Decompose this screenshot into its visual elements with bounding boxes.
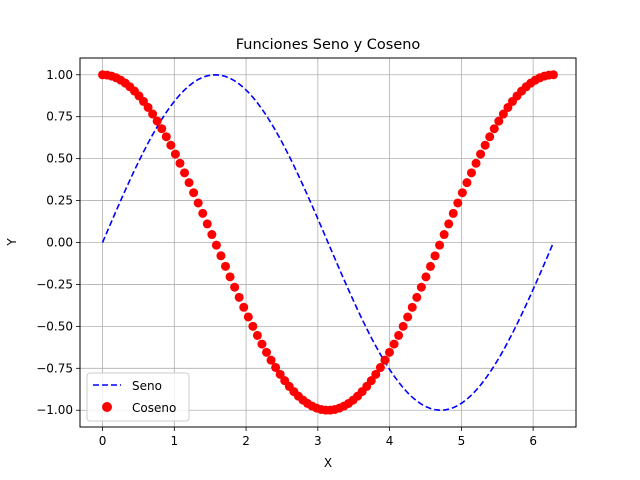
coseno-point bbox=[439, 230, 449, 240]
y-tick-label: −0.75 bbox=[36, 361, 73, 375]
x-tick-label: 3 bbox=[314, 434, 322, 448]
coseno-point bbox=[375, 363, 385, 373]
x-tick-label: 0 bbox=[99, 434, 107, 448]
coseno-point bbox=[243, 312, 253, 322]
coseno-point bbox=[211, 240, 221, 250]
series-coseno bbox=[98, 70, 558, 415]
coseno-point bbox=[143, 102, 153, 112]
coseno-point bbox=[266, 355, 276, 365]
y-tick-label: −1.00 bbox=[36, 403, 73, 417]
coseno-point bbox=[234, 292, 244, 302]
coseno-point bbox=[444, 219, 454, 229]
coseno-point bbox=[480, 140, 490, 150]
coseno-point bbox=[457, 188, 467, 198]
coseno-point bbox=[380, 355, 390, 365]
coseno-point bbox=[548, 70, 558, 80]
coseno-point bbox=[485, 132, 495, 142]
y-tick-label: 0.75 bbox=[46, 110, 73, 124]
coseno-point bbox=[170, 149, 180, 159]
coseno-point bbox=[498, 109, 508, 119]
y-axis-label: Y bbox=[5, 238, 19, 247]
coseno-point bbox=[198, 208, 208, 218]
coseno-point bbox=[412, 292, 422, 302]
seno-line bbox=[101, 73, 555, 412]
coseno-point bbox=[394, 330, 404, 340]
coseno-point bbox=[476, 149, 486, 159]
coseno-point bbox=[225, 272, 235, 282]
x-tick-label: 2 bbox=[242, 434, 250, 448]
coseno-point bbox=[152, 116, 162, 126]
x-tick-label: 1 bbox=[170, 434, 178, 448]
legend-coseno-label: Coseno bbox=[132, 401, 176, 415]
x-tick-label: 4 bbox=[386, 434, 394, 448]
coseno-point bbox=[239, 302, 249, 312]
y-tick-label: −0.25 bbox=[36, 277, 73, 291]
coseno-point bbox=[384, 347, 394, 357]
coseno-point bbox=[471, 158, 481, 168]
y-tick-label: 1.00 bbox=[46, 68, 73, 82]
series-seno bbox=[101, 73, 555, 412]
x-axis-ticks: 0 1 2 3 4 5 6 bbox=[99, 427, 537, 448]
y-tick-label: 0.50 bbox=[46, 152, 73, 166]
coseno-point bbox=[248, 321, 258, 331]
coseno-point bbox=[252, 330, 262, 340]
coseno-point bbox=[262, 347, 272, 357]
coseno-point bbox=[180, 168, 190, 178]
coseno-point bbox=[207, 230, 217, 240]
x-tick-label: 5 bbox=[458, 434, 466, 448]
coseno-point bbox=[453, 198, 463, 208]
legend-coseno-swatch bbox=[102, 402, 112, 412]
coseno-point bbox=[425, 261, 435, 271]
coseno-point bbox=[421, 272, 431, 282]
coseno-point bbox=[257, 339, 267, 349]
coseno-point bbox=[389, 339, 399, 349]
coseno-point bbox=[221, 261, 231, 271]
coseno-point bbox=[403, 312, 413, 322]
x-axis-label: X bbox=[324, 456, 332, 470]
y-tick-label: 0.25 bbox=[46, 194, 73, 208]
y-axis-ticks: −1.00 −0.75 −0.50 −0.25 0.00 0.25 0.50 0.75 1.00 bbox=[36, 68, 80, 417]
coseno-point bbox=[398, 321, 408, 331]
coseno-point bbox=[407, 302, 417, 312]
coseno-point bbox=[494, 116, 504, 126]
legend: Seno Coseno bbox=[86, 372, 190, 422]
coseno-point bbox=[416, 282, 426, 292]
coseno-point bbox=[462, 178, 472, 188]
y-tick-label: 0.00 bbox=[46, 236, 73, 250]
coseno-point bbox=[184, 178, 194, 188]
x-tick-label: 6 bbox=[529, 434, 537, 448]
legend-seno-label: Seno bbox=[132, 379, 162, 393]
coseno-point bbox=[230, 282, 240, 292]
coseno-point bbox=[489, 124, 499, 134]
coseno-point bbox=[161, 132, 171, 142]
coseno-point bbox=[216, 251, 226, 261]
y-tick-label: −0.50 bbox=[36, 319, 73, 333]
coseno-point bbox=[430, 251, 440, 261]
coseno-point bbox=[275, 369, 285, 379]
chart-title: Funciones Seno y Coseno bbox=[236, 37, 421, 53]
coseno-point bbox=[448, 208, 458, 218]
coseno-point bbox=[271, 362, 281, 372]
coseno-point bbox=[166, 140, 176, 150]
coseno-point bbox=[157, 124, 167, 134]
coseno-point bbox=[435, 240, 445, 250]
coseno-point bbox=[175, 158, 185, 168]
coseno-point bbox=[202, 219, 212, 229]
coseno-point bbox=[366, 376, 376, 386]
coseno-point bbox=[148, 109, 158, 119]
coseno-point bbox=[466, 168, 476, 178]
coseno-point bbox=[189, 188, 199, 198]
coseno-point bbox=[193, 198, 203, 208]
coseno-point bbox=[371, 369, 381, 379]
